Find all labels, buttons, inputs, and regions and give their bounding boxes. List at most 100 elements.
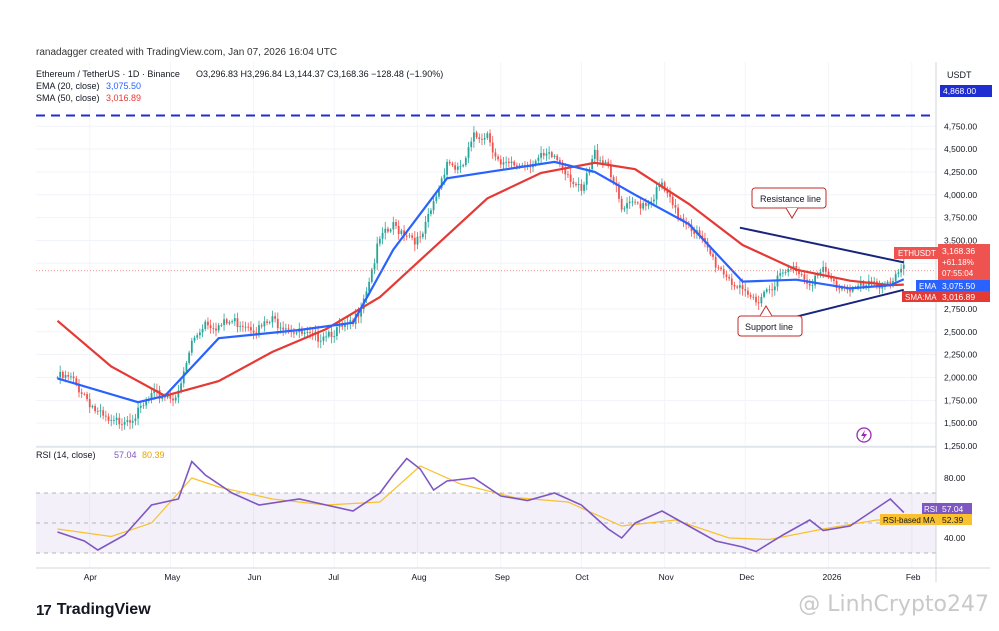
candle-body xyxy=(486,133,489,139)
candle-body xyxy=(344,324,346,327)
candle-body xyxy=(231,321,234,323)
candle-body xyxy=(365,291,368,299)
candle-body xyxy=(897,272,900,275)
candle-body xyxy=(577,183,580,186)
candle-body xyxy=(397,225,400,235)
candle-body xyxy=(569,174,572,182)
candle-body xyxy=(94,406,97,412)
candle-body xyxy=(88,399,91,408)
symbol-line: Ethereum / TetherUS · 1D · Binance xyxy=(36,69,180,79)
candle-body xyxy=(126,420,129,422)
x-tick-label: Jul xyxy=(328,572,339,582)
candle-body xyxy=(137,407,139,419)
candle-body xyxy=(470,141,473,148)
flash-icon[interactable] xyxy=(856,427,872,443)
sma-legend-value: 3,016.89 xyxy=(106,93,141,103)
resistance-level-value: 4,868.00 xyxy=(943,86,976,96)
candle-body xyxy=(489,133,491,143)
candle-body xyxy=(80,392,83,394)
candle-body xyxy=(693,231,696,235)
candle-body xyxy=(276,318,279,329)
rsi-value-badge xyxy=(938,503,972,514)
candle-body xyxy=(521,165,524,166)
candle-body xyxy=(790,268,792,270)
candle-body xyxy=(779,273,782,276)
x-tick-label: Nov xyxy=(659,572,675,582)
support-callout: Support line xyxy=(737,305,803,337)
candle-body xyxy=(86,394,88,400)
x-tick-label: May xyxy=(164,572,181,582)
candle-body xyxy=(435,196,438,202)
candle-body xyxy=(881,287,884,289)
candle-body xyxy=(360,309,362,317)
candle-body xyxy=(647,203,650,206)
candle-body xyxy=(83,393,86,395)
candle-body xyxy=(419,236,422,238)
candle-body xyxy=(180,383,182,391)
candle-body xyxy=(260,325,263,327)
candle-body xyxy=(164,396,166,398)
candle-body xyxy=(196,335,199,338)
candle-body xyxy=(556,155,559,161)
candle-body xyxy=(104,415,107,417)
candle-body xyxy=(430,210,432,214)
candle-body xyxy=(596,149,599,161)
candle-body xyxy=(634,201,637,203)
candle-body xyxy=(271,316,274,323)
sma-tag-label: SMA:MA xyxy=(905,293,937,302)
candle-body xyxy=(306,332,309,334)
candle-body xyxy=(72,376,75,379)
candle-body xyxy=(513,161,516,166)
candle-body xyxy=(158,390,161,399)
resistance-trendline xyxy=(739,226,904,264)
candle-body xyxy=(859,282,862,286)
candle-body xyxy=(827,271,830,276)
candle-body xyxy=(446,161,448,175)
candle-body xyxy=(169,395,172,399)
candle-body xyxy=(115,417,118,420)
candle-body xyxy=(752,296,755,298)
candle-body xyxy=(741,285,744,290)
candle-body xyxy=(481,139,483,140)
candle-body xyxy=(129,420,131,423)
y-tick-label: 2,000.00 xyxy=(944,372,977,382)
candle-body xyxy=(56,377,59,379)
candle-body xyxy=(373,263,376,270)
tradingview-logo[interactable]: 17 TradingView xyxy=(36,601,151,619)
candle-body xyxy=(564,169,567,175)
candle-body xyxy=(247,326,250,328)
candle-body xyxy=(483,138,486,140)
candle-body xyxy=(182,371,185,384)
x-tick-label: Apr xyxy=(84,572,97,582)
candle-body xyxy=(177,390,180,398)
candle-body xyxy=(282,327,285,330)
candle-body xyxy=(190,340,193,353)
candle-body xyxy=(413,237,416,245)
candle-body xyxy=(252,330,255,333)
candle-body xyxy=(91,406,94,408)
candle-body xyxy=(822,266,825,272)
candle-body xyxy=(787,268,790,273)
candle-body xyxy=(545,153,548,156)
candle-body xyxy=(658,185,661,188)
candle-body xyxy=(405,235,408,237)
candle-body xyxy=(142,405,145,407)
candle-body xyxy=(499,159,502,165)
candle-body xyxy=(749,294,752,297)
candle-body xyxy=(319,340,322,342)
candle-body xyxy=(585,173,588,185)
candle-body xyxy=(722,269,725,275)
candle-body xyxy=(534,160,537,166)
candle-body xyxy=(679,217,682,219)
candle-body xyxy=(604,161,607,164)
candle-body xyxy=(736,286,739,288)
candle-body xyxy=(639,203,642,209)
candle-body xyxy=(198,332,201,336)
candle-body xyxy=(255,332,258,334)
candle-body xyxy=(467,147,470,158)
candle-body xyxy=(338,324,341,328)
ema-tag-label: EMA xyxy=(919,282,937,291)
x-tick-label: Aug xyxy=(411,572,426,582)
candle-body xyxy=(781,272,784,274)
